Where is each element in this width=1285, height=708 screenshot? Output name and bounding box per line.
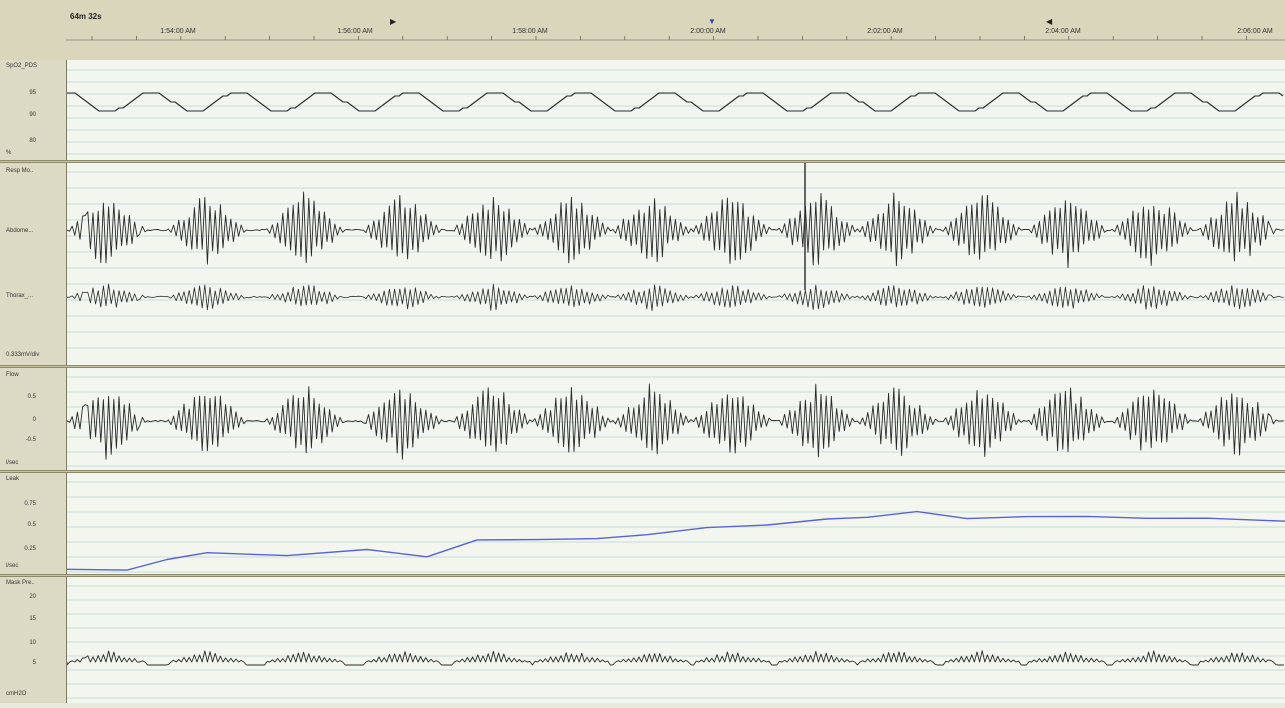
tick-label: 90	[29, 112, 36, 118]
channel-divider[interactable]	[0, 365, 1285, 368]
channel-name-thorax[interactable]: Thorax_...	[6, 293, 34, 299]
tick-label: 0	[32, 417, 36, 423]
time-label: 2:02:00 AM	[867, 28, 903, 35]
leak-trace	[66, 510, 1285, 571]
waveform-canvas[interactable]	[66, 60, 1285, 703]
spo2-trace	[67, 92, 1284, 112]
ruler-ticks	[66, 36, 1285, 41]
time-label: 1:54:00 AM	[160, 28, 196, 35]
time-label: 2:06:00 AM	[1237, 28, 1273, 35]
channel-labels-panel: SpO2_PDS 95 90 80 % Resp Mo.. Abdome... …	[0, 60, 67, 703]
channel-name-leak[interactable]: Leak	[6, 476, 20, 482]
unit-label: l/sec	[6, 563, 19, 569]
scroll-right-marker-icon[interactable]: ▶	[390, 17, 397, 26]
thorax-trace	[66, 283, 1284, 312]
unit-label: %	[6, 150, 12, 156]
unit-label: l/sec	[6, 460, 19, 466]
time-ruler: 64m 32s ▶ ▼ ◀ 1:54:00 AM 1:56:00 AM 1:58…	[0, 0, 1285, 61]
tick-label: 15	[29, 616, 36, 622]
tick-label: -0.5	[25, 437, 36, 443]
flow-trace	[66, 383, 1284, 460]
channel-name-flow[interactable]: Flow	[6, 372, 19, 378]
channel-divider[interactable]	[0, 574, 1285, 577]
channel-divider[interactable]	[0, 470, 1285, 473]
channel-divider[interactable]	[0, 160, 1285, 163]
tick-label: 0.5	[27, 522, 36, 528]
time-label: 2:04:00 AM	[1045, 28, 1081, 35]
channel-name-spo2[interactable]: SpO2_PDS	[6, 63, 38, 69]
tick-label: 20	[29, 594, 36, 600]
channel-name-resp[interactable]: Resp Mo..	[6, 168, 34, 174]
scroll-left-marker-icon[interactable]: ◀	[1046, 17, 1053, 26]
tick-label: 0.5	[27, 394, 36, 400]
channel-name-abdomen[interactable]: Abdome...	[6, 228, 34, 234]
tick-label: 95	[29, 90, 36, 96]
time-label: 2:00:00 AM	[690, 28, 726, 35]
time-label: 1:58:00 AM	[512, 28, 548, 35]
tick-label: 10	[29, 640, 36, 646]
span-duration: 64m 32s	[70, 12, 102, 21]
cursor-marker-icon[interactable]: ▼	[708, 17, 716, 26]
mask-pressure-trace	[66, 650, 1284, 666]
abdomen-trace	[66, 191, 1284, 269]
scale-label: 0.333mV/div	[6, 352, 40, 358]
channel-name-mask-pressure[interactable]: Mask Pre..	[6, 580, 35, 586]
tick-label: 80	[29, 138, 36, 144]
tick-label: 5	[32, 660, 36, 666]
waveform-plot-area[interactable]	[66, 60, 1285, 703]
tick-label: 0.25	[24, 546, 36, 552]
unit-label: cmH2O	[6, 691, 27, 697]
tick-label: 0.75	[24, 501, 36, 507]
time-label: 1:56:00 AM	[337, 28, 373, 35]
